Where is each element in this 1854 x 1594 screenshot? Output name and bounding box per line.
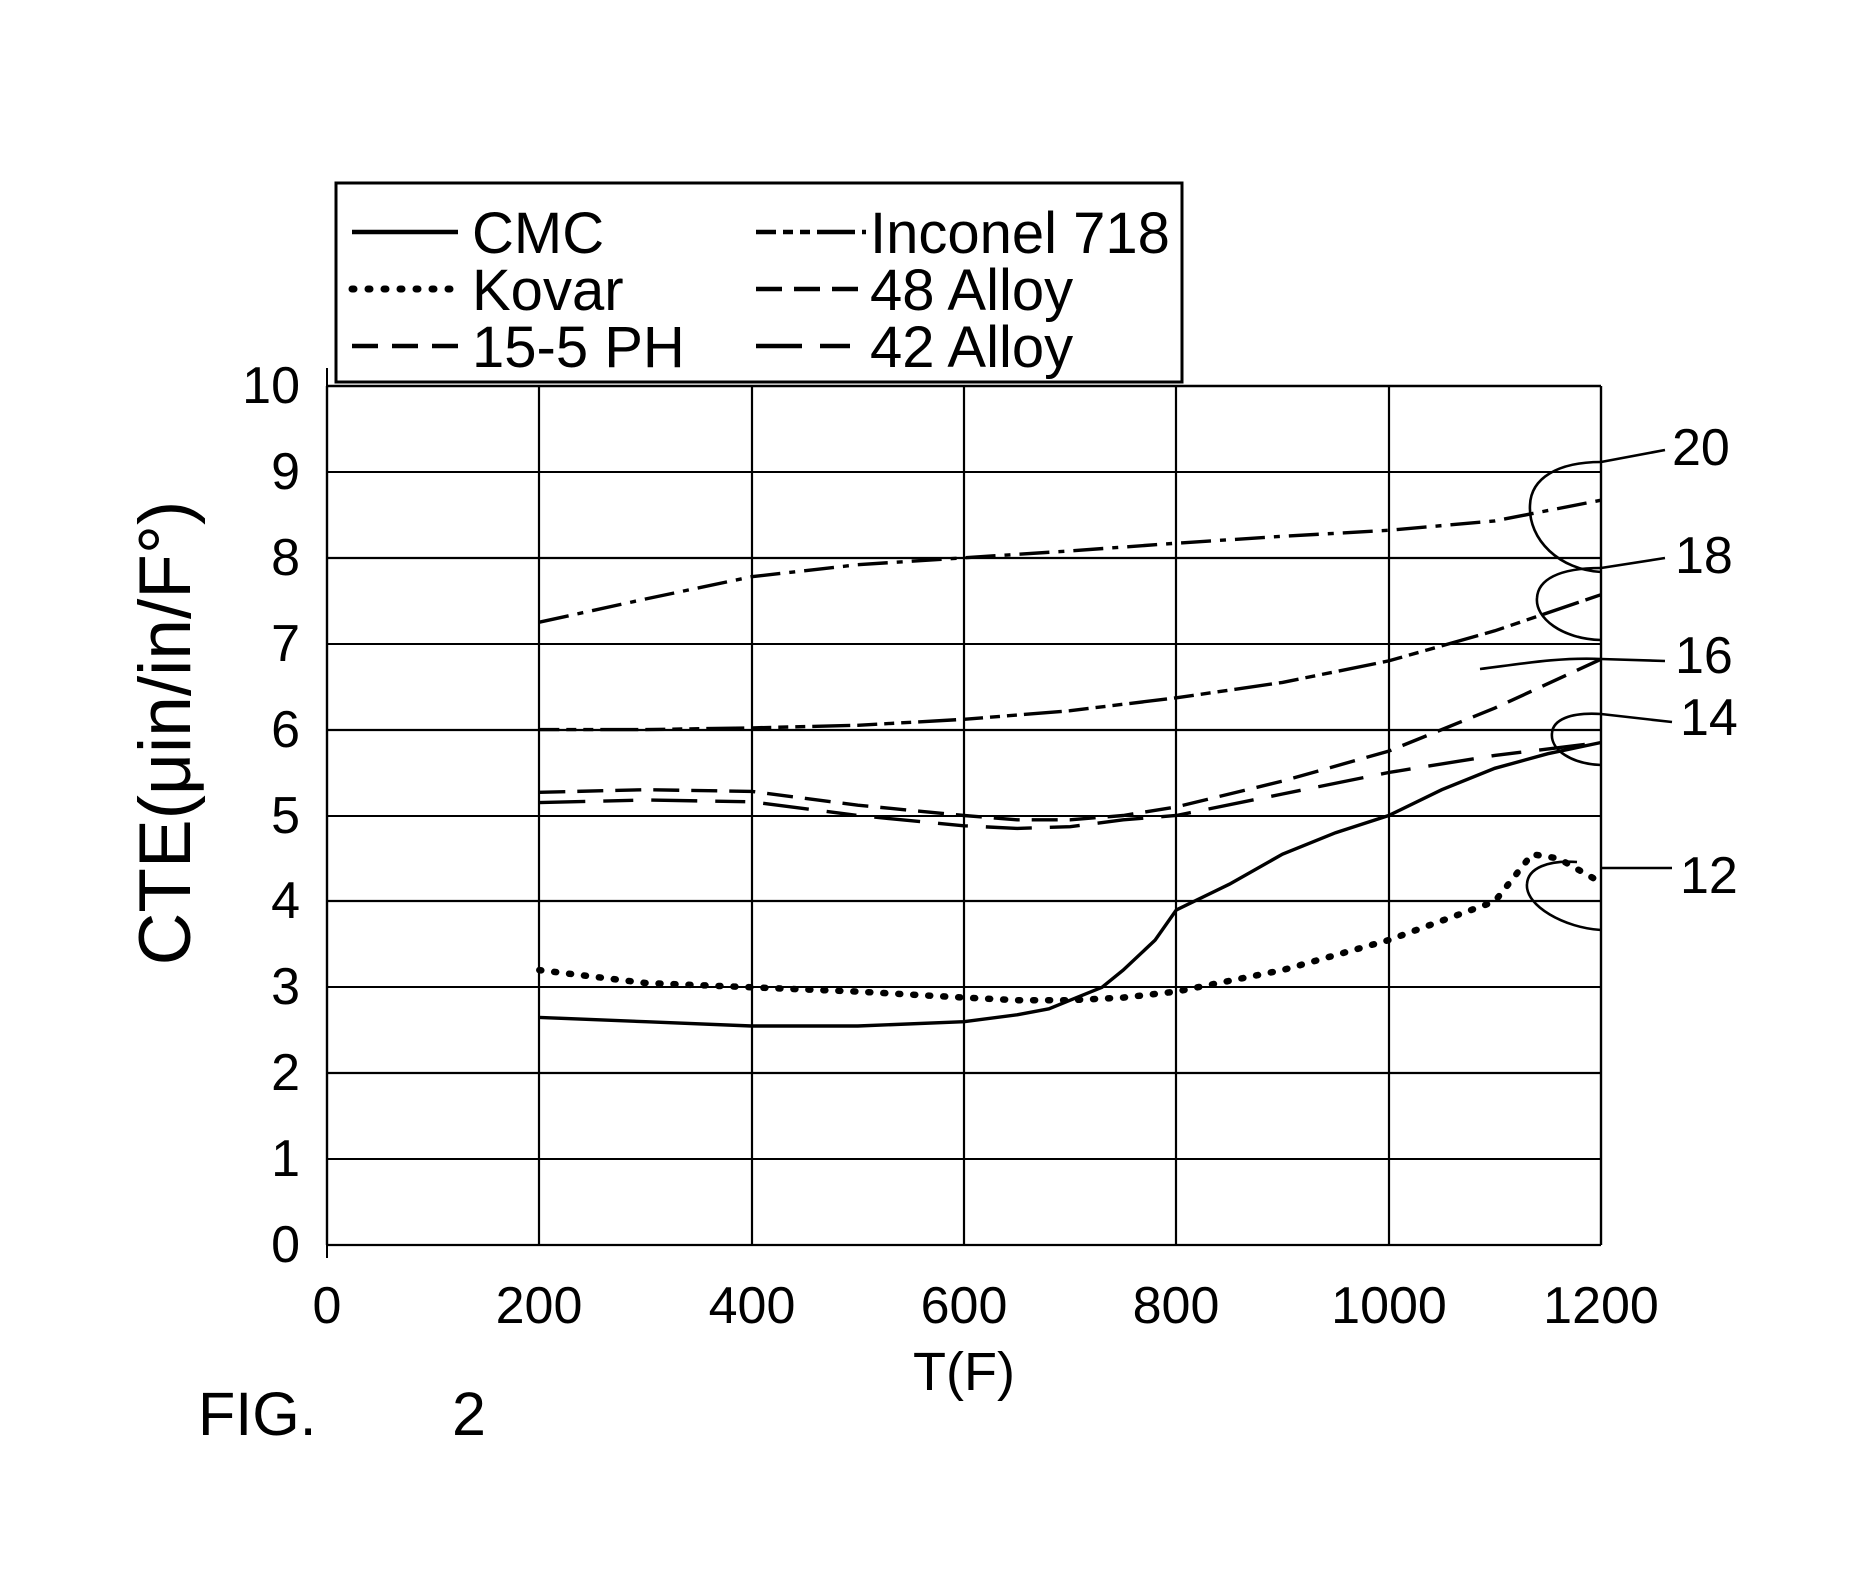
svg-text:1200: 1200 — [1543, 1277, 1659, 1335]
svg-text:9: 9 — [271, 443, 300, 501]
svg-text:15-5 PH: 15-5 PH — [472, 315, 685, 380]
svg-text:20: 20 — [1672, 419, 1730, 477]
svg-text:CMC: CMC — [472, 201, 604, 266]
svg-text:Kovar: Kovar — [472, 258, 624, 323]
svg-text:800: 800 — [1133, 1277, 1220, 1335]
svg-text:1: 1 — [271, 1130, 300, 1188]
svg-text:16: 16 — [1675, 627, 1733, 685]
svg-text:CTE(μin/in/F°): CTE(μin/in/F°) — [125, 501, 206, 966]
svg-text:8: 8 — [271, 529, 300, 587]
svg-text:400: 400 — [709, 1277, 796, 1335]
svg-text:2: 2 — [271, 1044, 300, 1102]
svg-text:0: 0 — [271, 1216, 300, 1274]
svg-text:6: 6 — [271, 701, 300, 759]
svg-text:1000: 1000 — [1331, 1277, 1447, 1335]
svg-text:0: 0 — [313, 1277, 342, 1335]
svg-text:600: 600 — [921, 1277, 1008, 1335]
svg-text:14: 14 — [1680, 689, 1738, 747]
svg-text:12: 12 — [1680, 847, 1738, 905]
svg-text:42 Alloy: 42 Alloy — [870, 315, 1073, 380]
svg-text:FIG.: FIG. — [198, 1380, 317, 1448]
svg-text:10: 10 — [242, 357, 300, 415]
svg-text:T(F): T(F) — [913, 1342, 1015, 1402]
svg-text:4: 4 — [271, 872, 300, 930]
svg-text:200: 200 — [496, 1277, 583, 1335]
svg-text:5: 5 — [271, 787, 300, 845]
svg-text:2: 2 — [452, 1380, 486, 1448]
svg-text:Inconel 718: Inconel 718 — [870, 201, 1170, 266]
svg-text:3: 3 — [271, 958, 300, 1016]
svg-text:48 Alloy: 48 Alloy — [870, 258, 1073, 323]
svg-text:7: 7 — [271, 615, 300, 673]
svg-text:18: 18 — [1675, 527, 1733, 585]
